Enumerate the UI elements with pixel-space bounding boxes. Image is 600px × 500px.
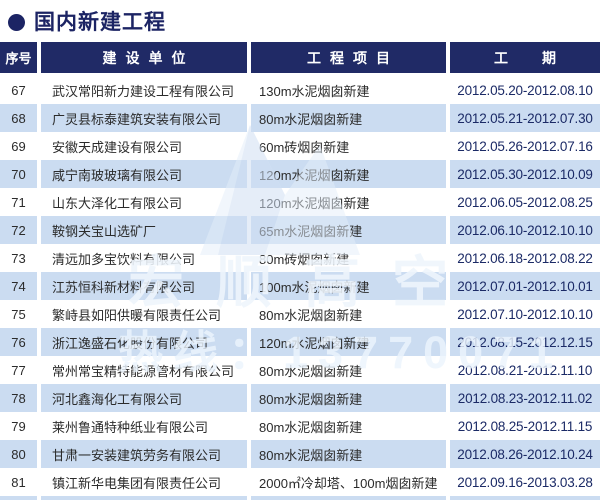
row-index-cell: 72 bbox=[0, 216, 37, 244]
header-index: 序号 bbox=[0, 42, 37, 73]
table-row: 80 甘肃一安装建筑劳务有限公司 80m水泥烟囱新建 2012.08.26-20… bbox=[0, 440, 600, 468]
row-company-cell: 清远加多宝饮料有限公司 bbox=[52, 251, 196, 267]
row-index-cell bbox=[0, 496, 37, 500]
row-index-cell: 81 bbox=[11, 474, 26, 490]
row-project-cell: 120m水泥烟囱新建 bbox=[251, 328, 446, 356]
table-row-partial bbox=[0, 496, 600, 500]
row-period-cell: 2012.07.10-2012.10.10 bbox=[457, 306, 593, 322]
row-company-cell: 莱州鲁通特种纸业有限公司 bbox=[52, 419, 209, 435]
row-project-cell: 80m水泥烟囱新建 bbox=[251, 384, 446, 412]
row-company-cell: 河北鑫海化工有限公司 bbox=[41, 384, 247, 412]
row-index-cell: 68 bbox=[0, 104, 37, 132]
row-project-cell: 80m水泥烟囱新建 bbox=[251, 104, 446, 132]
row-period-cell: 2012.08.25-2012.11.15 bbox=[457, 418, 593, 434]
header-company: 建设单位 bbox=[41, 42, 247, 73]
row-company-cell: 甘肃一安装建筑劳务有限公司 bbox=[41, 440, 247, 468]
row-project-cell: 120m水泥烟囱新建 bbox=[259, 195, 370, 211]
row-project-cell: 130m水泥烟囱新建 bbox=[259, 83, 370, 99]
row-period-cell: 2012.05.20-2012.08.10 bbox=[457, 82, 593, 98]
table-row: 81 镇江新华电集团有限责任公司 2000㎡冷却塔、100m烟囱新建 2012.… bbox=[0, 468, 600, 496]
row-period-cell: 2012.05.30-2012.10.09 bbox=[450, 160, 600, 188]
row-company-cell: 安徽天成建设有限公司 bbox=[52, 139, 183, 155]
header-project: 工程项目 bbox=[251, 42, 446, 73]
table-header: 序号 建设单位 工程项目 工期 bbox=[0, 42, 600, 73]
row-company-cell: 山东大泽化工有限公司 bbox=[52, 195, 183, 211]
row-period-cell: 2012.09.16-2013.03.28 bbox=[457, 474, 593, 490]
row-project-cell: 65m水泥烟囱新建 bbox=[251, 216, 446, 244]
row-index-cell: 70 bbox=[0, 160, 37, 188]
row-project-cell: 100m水泥烟囱新建 bbox=[251, 272, 446, 300]
page-title: 国内新建工程 bbox=[34, 11, 166, 34]
table-row: 70 咸宁南玻玻璃有限公司 120m水泥烟囱新建 2012.05.30-2012… bbox=[0, 160, 600, 188]
table-row: 67 武汉常阳新力建设工程有限公司 130m水泥烟囱新建 2012.05.20-… bbox=[0, 76, 600, 104]
row-company-cell: 繁峙县如阳供暖有限责任公司 bbox=[52, 307, 222, 323]
table-row: 68 广灵县标泰建筑安装有限公司 80m水泥烟囱新建 2012.05.21-20… bbox=[0, 104, 600, 132]
table-body: 67 武汉常阳新力建设工程有限公司 130m水泥烟囱新建 2012.05.20-… bbox=[0, 76, 600, 500]
row-company-cell: 浙江逸盛石化股份有限公司 bbox=[41, 328, 247, 356]
row-period-cell: 2012.08.26-2012.10.24 bbox=[450, 440, 600, 468]
row-period-cell: 2012.08.15-2012.12.15 bbox=[450, 328, 600, 356]
row-company-cell: 常州常宝精特能源管材有限公司 bbox=[52, 363, 235, 379]
row-project-cell: 2000㎡冷却塔、100m烟囱新建 bbox=[259, 475, 438, 491]
row-company-cell: 武汉常阳新力建设工程有限公司 bbox=[52, 83, 235, 99]
table-row: 71 山东大泽化工有限公司 120m水泥烟囱新建 2012.06.05-2012… bbox=[0, 188, 600, 216]
table-row: 72 鞍钢关宝山选矿厂 65m水泥烟囱新建 2012.06.10-2012.10… bbox=[0, 216, 600, 244]
row-company-cell: 镇江新华电集团有限责任公司 bbox=[52, 475, 222, 491]
row-company-cell: 江苏恒科新材料有限公司 bbox=[41, 272, 247, 300]
row-company-cell: 广灵县标泰建筑安装有限公司 bbox=[41, 104, 247, 132]
row-index-cell: 73 bbox=[11, 250, 26, 266]
row-index-cell: 67 bbox=[11, 82, 26, 98]
bullet-icon bbox=[8, 13, 25, 31]
row-index-cell: 79 bbox=[11, 418, 26, 434]
row-index-cell: 69 bbox=[11, 138, 26, 154]
row-company-cell bbox=[41, 496, 247, 500]
row-period-cell: 2012.06.05-2012.08.25 bbox=[457, 194, 593, 210]
row-period-cell: 2012.06.18-2012.08.22 bbox=[457, 250, 593, 266]
table-row: 79 莱州鲁通特种纸业有限公司 80m水泥烟囱新建 2012.08.25-201… bbox=[0, 412, 600, 440]
row-index-cell: 74 bbox=[0, 272, 37, 300]
row-index-cell: 75 bbox=[11, 306, 26, 322]
row-project-cell bbox=[251, 496, 446, 500]
row-project-cell: 80m砖烟囱新建 bbox=[259, 251, 350, 267]
row-project-cell: 80m水泥烟囱新建 bbox=[259, 307, 363, 323]
row-project-cell: 80m水泥烟囱新建 bbox=[251, 440, 446, 468]
table-row: 69 安徽天成建设有限公司 60m砖烟囱新建 2012.05.26-2012.0… bbox=[0, 132, 600, 160]
row-index-cell: 78 bbox=[0, 384, 37, 412]
table-row: 78 河北鑫海化工有限公司 80m水泥烟囱新建 2012.08.23-2012.… bbox=[0, 384, 600, 412]
row-index-cell: 71 bbox=[11, 194, 26, 210]
section-title-bar: 国内新建工程 bbox=[0, 0, 600, 42]
table-row: 75 繁峙县如阳供暖有限责任公司 80m水泥烟囱新建 2012.07.10-20… bbox=[0, 300, 600, 328]
row-index-cell: 77 bbox=[11, 362, 26, 378]
header-period: 工期 bbox=[450, 42, 600, 73]
row-period-cell: 2012.08.23-2012.11.02 bbox=[450, 384, 600, 412]
row-period-cell: 2012.08.21-2012.11.10 bbox=[457, 362, 593, 378]
row-company-cell: 鞍钢关宝山选矿厂 bbox=[41, 216, 247, 244]
row-company-cell: 咸宁南玻玻璃有限公司 bbox=[41, 160, 247, 188]
row-index-cell: 80 bbox=[0, 440, 37, 468]
row-period-cell bbox=[450, 496, 600, 500]
row-period-cell: 2012.05.21-2012.07.30 bbox=[450, 104, 600, 132]
row-project-cell: 80m水泥烟囱新建 bbox=[259, 363, 363, 379]
row-project-cell: 60m砖烟囱新建 bbox=[259, 139, 350, 155]
row-project-cell: 120m水泥烟囱新建 bbox=[251, 160, 446, 188]
table-row: 77 常州常宝精特能源管材有限公司 80m水泥烟囱新建 2012.08.21-2… bbox=[0, 356, 600, 384]
row-period-cell: 2012.07.01-2012.10.01 bbox=[450, 272, 600, 300]
table-row: 74 江苏恒科新材料有限公司 100m水泥烟囱新建 2012.07.01-201… bbox=[0, 272, 600, 300]
row-period-cell: 2012.06.10-2012.10.10 bbox=[450, 216, 600, 244]
row-period-cell: 2012.05.26-2012.07.16 bbox=[457, 138, 593, 154]
row-index-cell: 76 bbox=[0, 328, 37, 356]
row-project-cell: 80m水泥烟囱新建 bbox=[259, 419, 363, 435]
table-row: 76 浙江逸盛石化股份有限公司 120m水泥烟囱新建 2012.08.15-20… bbox=[0, 328, 600, 356]
table-row: 73 清远加多宝饮料有限公司 80m砖烟囱新建 2012.06.18-2012.… bbox=[0, 244, 600, 272]
